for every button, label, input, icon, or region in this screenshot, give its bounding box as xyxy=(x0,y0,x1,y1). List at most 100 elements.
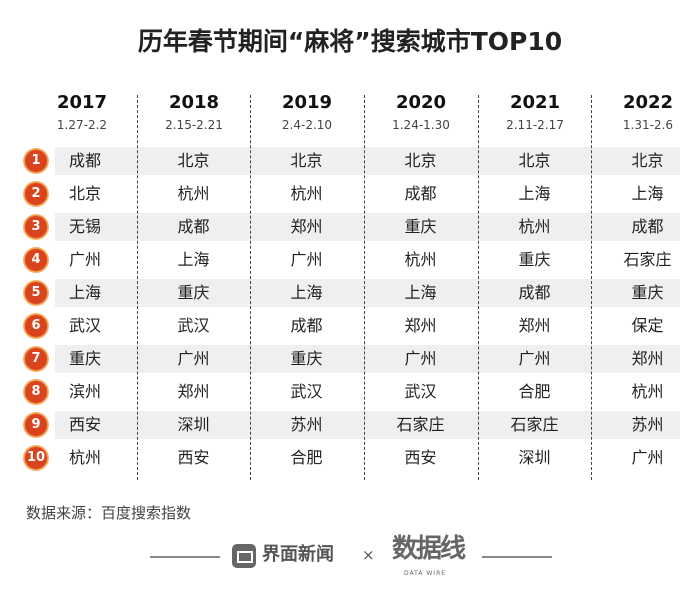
partner-logo: 数据线 xyxy=(392,534,466,564)
year-label: 2020 xyxy=(395,92,447,113)
row-stripe xyxy=(55,213,680,241)
city-cell: 重庆 xyxy=(518,250,551,269)
city-cell: 杭州 xyxy=(404,250,437,269)
city-cell: 郑州 xyxy=(404,316,437,335)
city-cell: 滨州 xyxy=(68,382,101,401)
city-cell: 武汉 xyxy=(290,382,323,401)
city-cell: 成都 xyxy=(404,184,437,203)
rank-badge: 5 xyxy=(24,281,48,305)
city-cell: 武汉 xyxy=(68,316,101,335)
city-cell: 北京 xyxy=(631,151,664,170)
year-label: 2017 xyxy=(56,92,108,113)
rank-badge: 3 xyxy=(24,215,48,239)
city-cell: 郑州 xyxy=(518,316,551,335)
footer: 界面新闻 × 数据线 DATA WIRE xyxy=(0,532,700,582)
column-header: 2022 1.31-2.6 xyxy=(596,92,700,134)
city-cell: 成都 xyxy=(631,217,664,236)
city-cell: 武汉 xyxy=(404,382,437,401)
column-header: 2019 2.4-2.10 xyxy=(255,92,359,134)
rank-badge: 1 xyxy=(24,149,48,173)
page-title: 历年春节期间“麻将”搜索城市TOP10 xyxy=(137,27,563,56)
city-cell: 郑州 xyxy=(631,349,664,368)
column-header: 2018 2.15-2.21 xyxy=(142,92,246,134)
rank-badge: 9 xyxy=(24,413,48,437)
city-cell: 重庆 xyxy=(177,283,210,302)
city-cell: 深圳 xyxy=(518,448,551,467)
city-cell: 成都 xyxy=(290,316,323,335)
city-cell: 武汉 xyxy=(177,316,210,335)
city-cell: 广州 xyxy=(518,349,551,368)
rank-badge: 4 xyxy=(24,248,48,272)
date-range: 1.27-2.2 xyxy=(56,118,108,132)
city-cell: 郑州 xyxy=(290,217,323,236)
city-cell: 合肥 xyxy=(518,382,551,401)
rank-badge: 7 xyxy=(24,347,48,371)
city-cell: 杭州 xyxy=(290,184,323,203)
footer-divider-left xyxy=(150,556,220,558)
city-cell: 石家庄 xyxy=(623,250,672,269)
year-label: 2019 xyxy=(281,92,333,113)
city-cell: 深圳 xyxy=(177,415,210,434)
year-label: 2021 xyxy=(509,92,561,113)
row-stripe xyxy=(55,147,680,175)
city-cell: 保定 xyxy=(631,316,664,335)
city-cell: 杭州 xyxy=(68,448,101,467)
row-stripe xyxy=(55,279,680,307)
city-cell: 广州 xyxy=(290,250,323,269)
city-cell: 重庆 xyxy=(404,217,437,236)
city-cell: 北京 xyxy=(290,151,323,170)
date-range: 1.31-2.6 xyxy=(622,118,674,132)
column-header: 2021 2.11-2.17 xyxy=(483,92,587,134)
city-cell: 西安 xyxy=(177,448,210,467)
source-note: 数据来源：百度搜索指数 xyxy=(26,504,192,522)
city-cell: 上海 xyxy=(177,250,210,269)
city-cell: 苏州 xyxy=(631,415,664,434)
rank-badge: 8 xyxy=(24,380,48,404)
rank-badge: 6 xyxy=(24,314,48,338)
city-cell: 广州 xyxy=(68,250,101,269)
city-cell: 郑州 xyxy=(177,382,210,401)
jiemian-logo-icon xyxy=(232,544,256,568)
city-cell: 广州 xyxy=(404,349,437,368)
partner-logo-subtitle: DATA WIRE xyxy=(404,570,447,577)
city-cell: 上海 xyxy=(68,283,101,302)
city-cell: 北京 xyxy=(404,151,437,170)
city-cell: 成都 xyxy=(68,151,101,170)
column-divider xyxy=(591,95,592,480)
city-cell: 石家庄 xyxy=(396,415,445,434)
city-cell: 上海 xyxy=(631,184,664,203)
city-cell: 成都 xyxy=(177,217,210,236)
brand-name: 界面新闻 xyxy=(262,544,334,565)
column-divider xyxy=(364,95,365,480)
city-cell: 北京 xyxy=(518,151,551,170)
city-cell: 杭州 xyxy=(177,184,210,203)
city-cell: 苏州 xyxy=(290,415,323,434)
row-stripe xyxy=(55,345,680,373)
column-header: 2020 1.24-1.30 xyxy=(369,92,473,134)
city-cell: 上海 xyxy=(290,283,323,302)
times-sign: × xyxy=(362,546,375,564)
city-cell: 杭州 xyxy=(518,217,551,236)
column-divider xyxy=(137,95,138,480)
date-range: 1.24-1.30 xyxy=(392,118,450,132)
city-cell: 广州 xyxy=(177,349,210,368)
rank-badge: 2 xyxy=(24,182,48,206)
column-divider xyxy=(478,95,479,480)
city-cell: 重庆 xyxy=(68,349,101,368)
city-cell: 广州 xyxy=(631,448,664,467)
city-cell: 合肥 xyxy=(290,448,323,467)
date-range: 2.11-2.17 xyxy=(506,118,564,132)
city-cell: 北京 xyxy=(68,184,101,203)
city-cell: 无锡 xyxy=(68,217,101,236)
date-range: 2.15-2.21 xyxy=(165,118,223,132)
city-cell: 重庆 xyxy=(631,283,664,302)
city-cell: 成都 xyxy=(518,283,551,302)
city-cell: 上海 xyxy=(518,184,551,203)
city-cell: 石家庄 xyxy=(510,415,559,434)
city-cell: 上海 xyxy=(404,283,437,302)
city-cell: 西安 xyxy=(404,448,437,467)
column-divider xyxy=(250,95,251,480)
rank-badge: 10 xyxy=(24,446,48,470)
date-range: 2.4-2.10 xyxy=(281,118,333,132)
